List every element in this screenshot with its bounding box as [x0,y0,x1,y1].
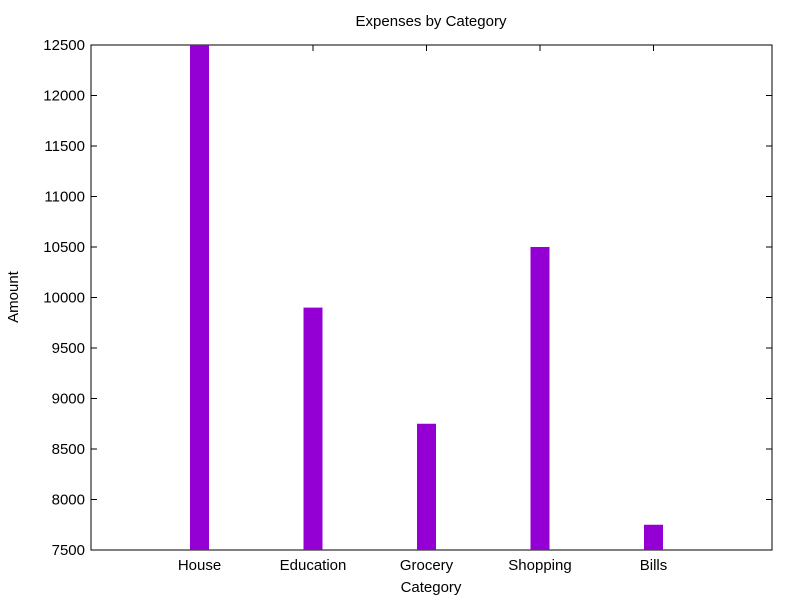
bar-education [303,307,323,550]
x-tick-label: House [178,557,221,574]
y-tick-label: 9500 [52,340,85,357]
y-tick-label: 11000 [44,189,85,206]
x-tick-label: Bills [640,557,668,574]
y-tick-label: 10000 [43,290,85,307]
bar-shopping [530,247,550,550]
y-axis-label: Amount [5,270,22,323]
bar-grocery [417,423,436,550]
x-tick-label: Shopping [508,557,571,574]
x-axis-label: Category [401,579,462,596]
y-tick-label: 8500 [52,441,85,458]
y-tick-label: 7500 [52,542,85,559]
bar-bills [644,524,663,550]
y-axis: 7500 8000 8500 9000 9500 10000 10500 11000 11500… [43,37,772,559]
y-tick-label: 12500 [43,37,85,54]
y-tick-label: 10500 [43,239,85,256]
x-tick-label: Grocery [400,557,454,574]
x-tick-label: Education [280,557,347,574]
x-axis: House Education Grocery Shopping Bills [178,45,667,574]
y-tick-label: 8000 [52,492,85,509]
bar-house [190,45,209,550]
y-tick-label: 11500 [44,138,85,155]
y-tick-label: 9000 [52,391,85,408]
chart-title: Expenses by Category [356,13,507,30]
y-tick-label: 12000 [43,88,85,105]
bar-series [190,45,663,550]
